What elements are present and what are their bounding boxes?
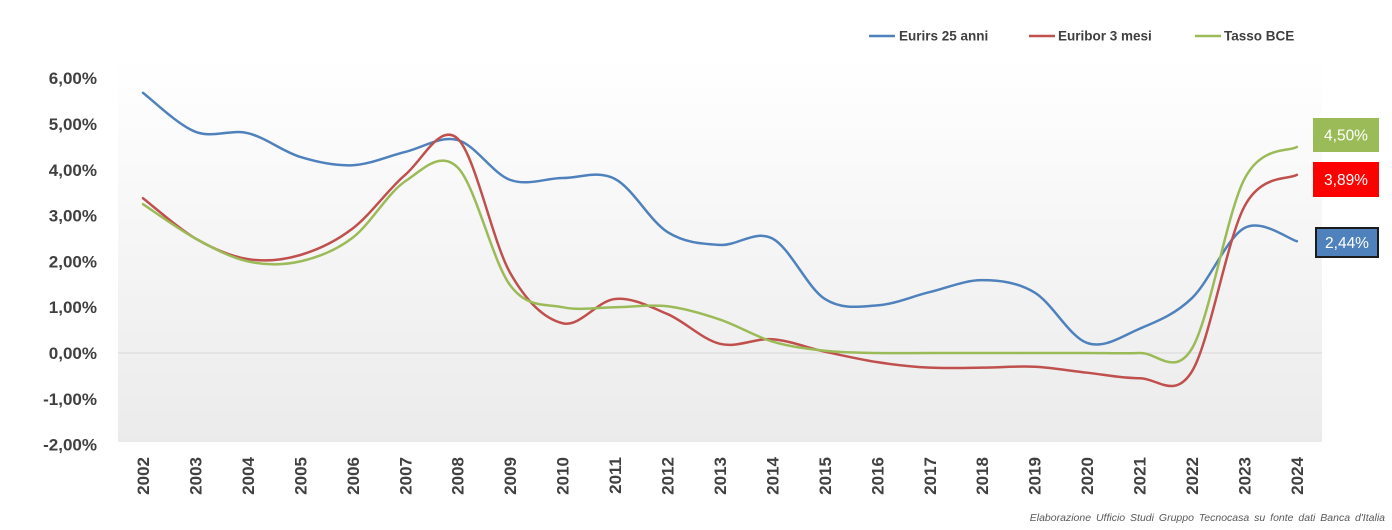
x-tick-label: 2021 <box>1131 457 1150 495</box>
end-label-text-euribor-3-mesi: 3,89% <box>1324 172 1368 189</box>
legend-label-euribor-3-mesi: Euribor 3 mesi <box>1058 29 1152 44</box>
y-tick-label: 0,00% <box>49 344 97 363</box>
x-tick-label: 2014 <box>763 456 782 494</box>
x-tick-label: 2017 <box>921 457 940 495</box>
x-tick-label: 2022 <box>1183 457 1202 495</box>
legend-item-tasso-bce: Tasso BCE <box>1195 29 1294 44</box>
y-tick-label: 2,00% <box>49 252 97 271</box>
end-label-text-eurirs-25-anni: 2,44% <box>1325 235 1369 252</box>
end-label-eurirs-25-anni: 2,44% <box>1315 227 1379 258</box>
series-line-eurirs-25-anni <box>141 91 1299 346</box>
end-label-text-tasso-bce: 4,50% <box>1324 128 1368 145</box>
x-tick-label: 2006 <box>344 457 363 495</box>
y-tick-label: 5,00% <box>49 115 97 134</box>
x-tick-label: 2009 <box>501 457 520 495</box>
legend: Eurirs 25 anni Euribor 3 mesi Tasso BCE <box>869 29 1294 44</box>
y-tick-label: 6,00% <box>49 69 97 88</box>
series-line-tasso-bce <box>141 145 1299 364</box>
x-tick-label: 2003 <box>186 457 205 495</box>
end-label-box-eurirs-25-anni <box>1315 227 1379 258</box>
y-tick-label: 4,00% <box>49 161 97 180</box>
x-tick-label: 2008 <box>449 457 468 495</box>
y-tick-label: 1,00% <box>49 298 97 317</box>
end-label-euribor-3-mesi: 3,89% <box>1313 162 1379 197</box>
y-tick-label: -2,00% <box>43 436 97 455</box>
x-tick-label: 2024 <box>1288 456 1307 494</box>
y-tick-label: 3,00% <box>49 207 97 226</box>
x-tick-label: 2020 <box>1078 457 1097 495</box>
legend-label-eurirs-25-anni: Eurirs 25 anni <box>899 29 988 44</box>
x-tick-label: 2004 <box>239 456 258 494</box>
legend-item-eurirs-25-anni: Eurirs 25 anni <box>869 29 988 44</box>
x-tick-label: 2015 <box>816 457 835 495</box>
x-tick-label: 2019 <box>1026 457 1045 495</box>
x-tick-label: 2018 <box>973 457 992 495</box>
end-label-box-tasso-bce <box>1313 118 1379 152</box>
legend-label-tasso-bce: Tasso BCE <box>1224 29 1294 44</box>
source-note: Elaborazione Ufficio Studi Gruppo Tecnoc… <box>1030 512 1385 524</box>
legend-item-euribor-3-mesi: Euribor 3 mesi <box>1029 29 1152 44</box>
series-lines <box>141 91 1299 388</box>
x-tick-label: 2005 <box>291 457 310 495</box>
x-tick-label: 2023 <box>1236 457 1255 495</box>
y-tick-label: -1,00% <box>43 390 97 409</box>
x-tick-label: 2002 <box>134 457 153 495</box>
x-tick-label: 2016 <box>868 457 887 495</box>
y-axis: 6,00% 5,00% 4,00% 3,00% 2,00% 1,00% 0,00% -1,00… <box>43 69 97 454</box>
x-tick-label: 2013 <box>711 457 730 495</box>
plot-area <box>118 58 1322 442</box>
series-line-euribor-3-mesi <box>141 133 1299 388</box>
x-axis: 2002 2003 2004 2005 2006 2007 2008 2009 2010 2011… <box>134 456 1307 494</box>
x-tick-label: 2010 <box>554 457 573 495</box>
x-tick-label: 2011 <box>606 457 625 494</box>
end-label-box-euribor-3-mesi <box>1313 162 1379 197</box>
end-label-tasso-bce: 4,50% <box>1313 118 1379 152</box>
x-tick-label: 2007 <box>396 457 415 495</box>
x-tick-label: 2012 <box>659 457 678 495</box>
